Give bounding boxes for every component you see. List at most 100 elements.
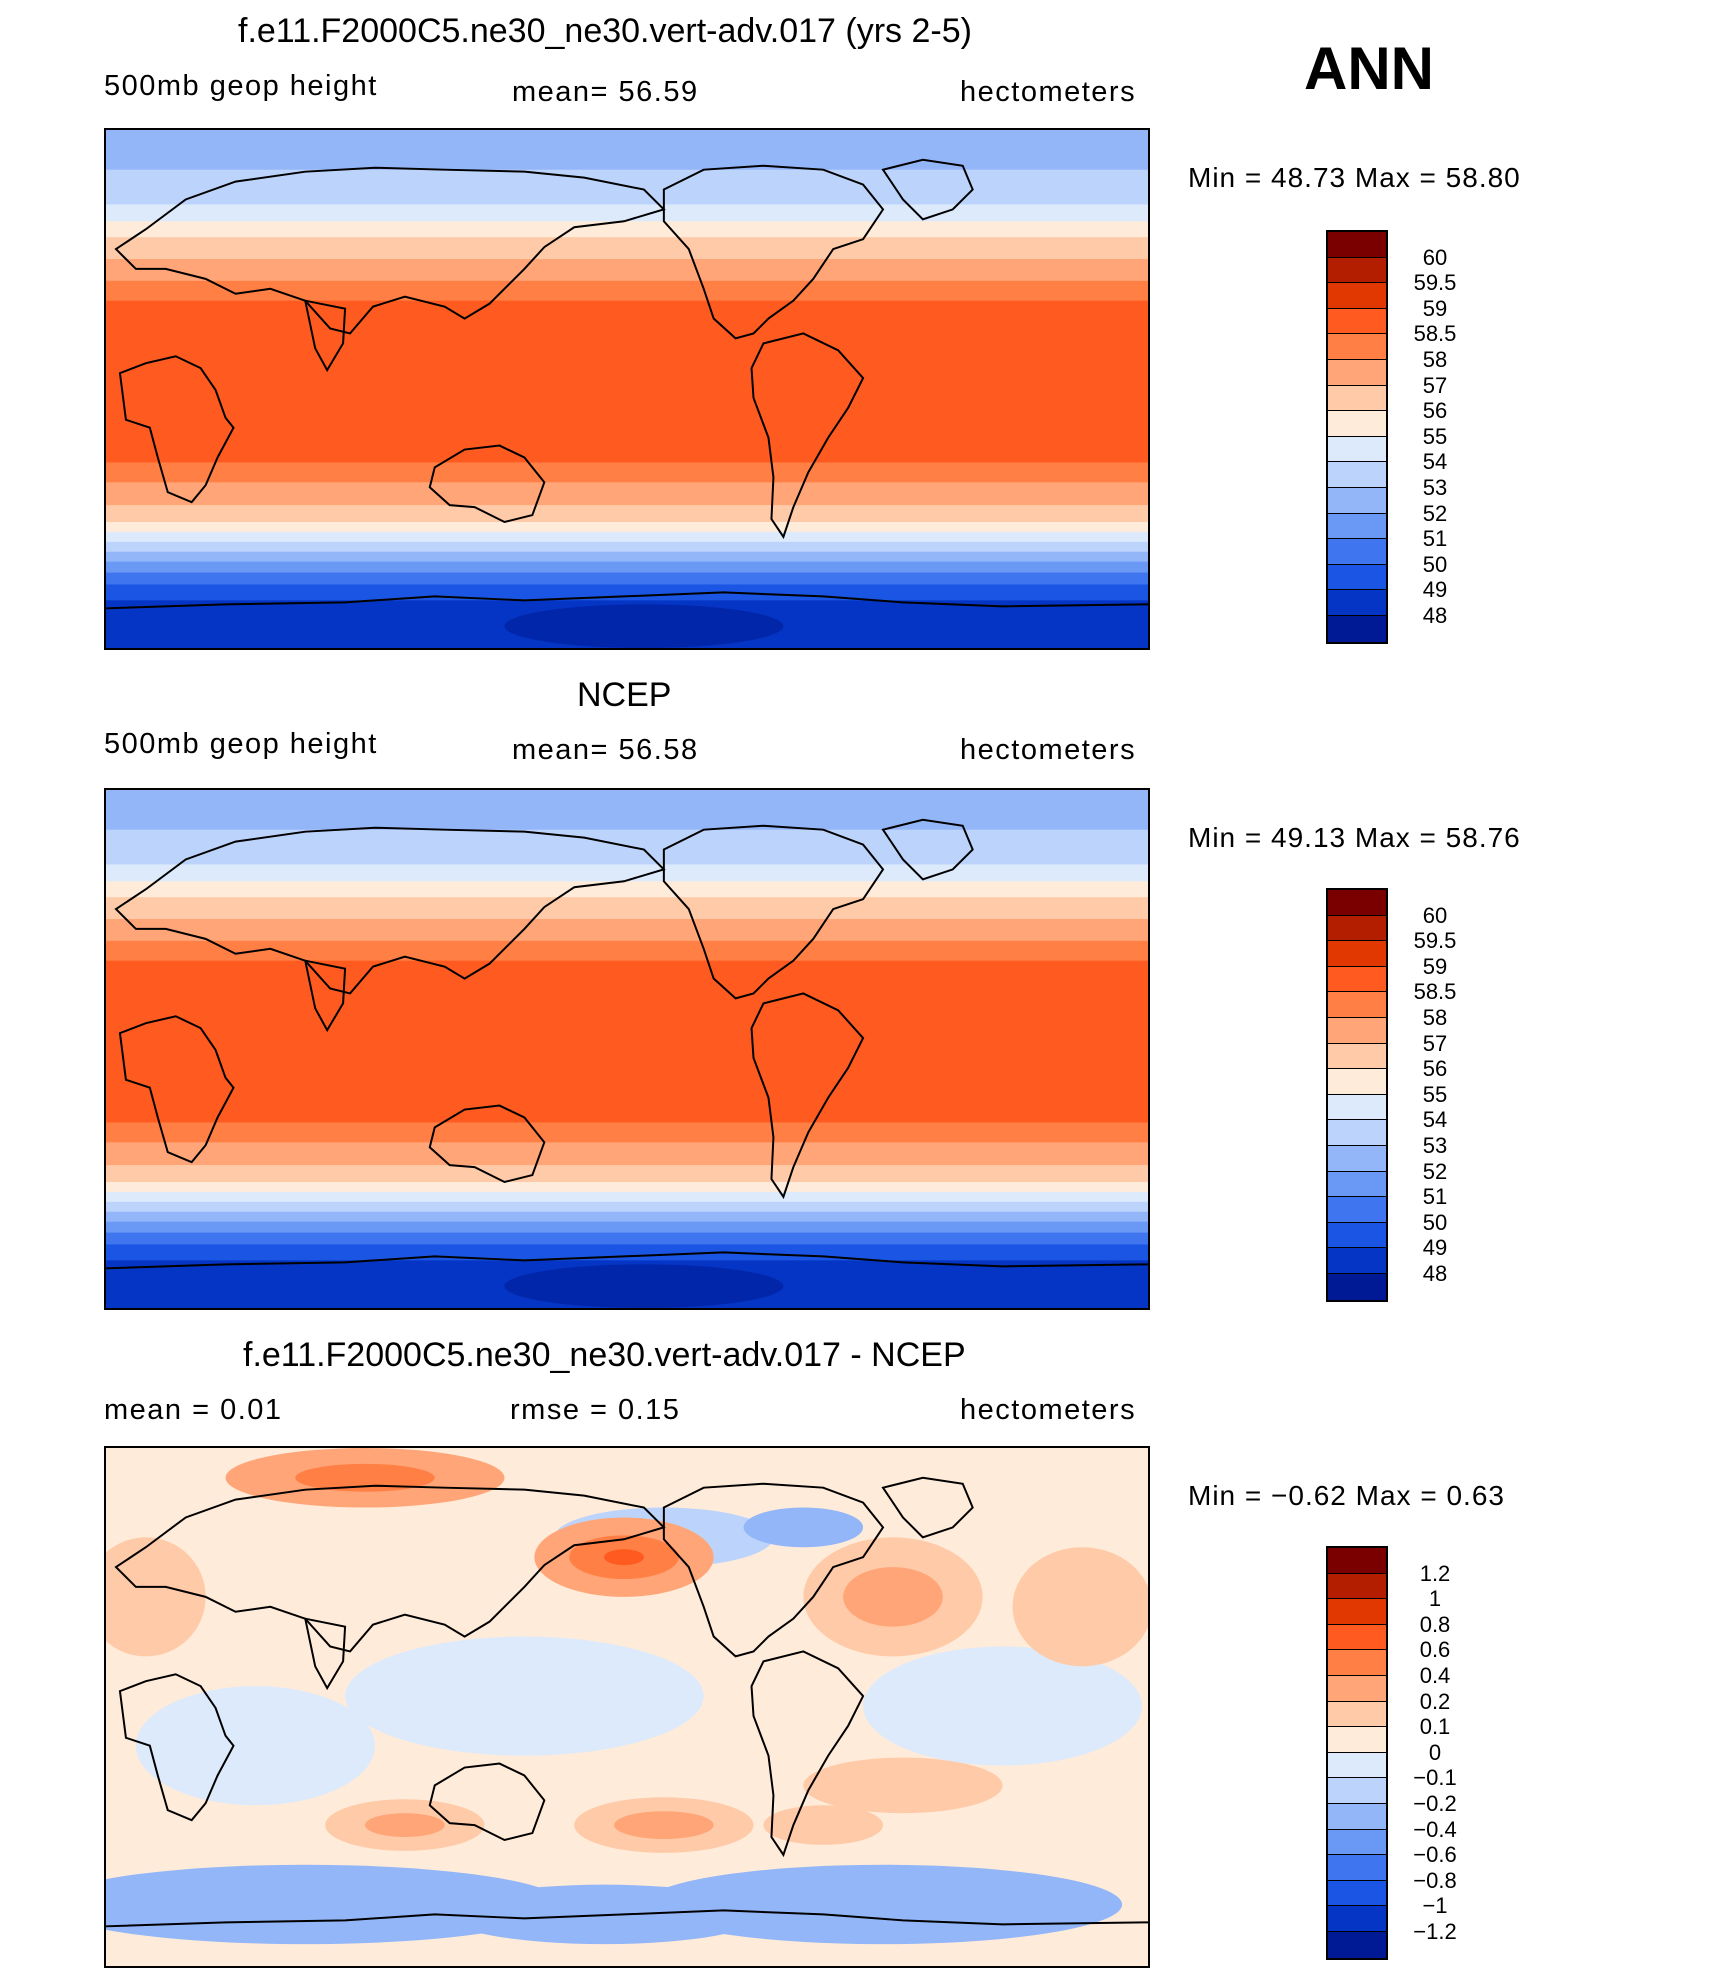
- colorbar-swatch: [1328, 232, 1386, 258]
- colorbar-tick-label: 1.2: [1419, 1560, 1451, 1586]
- contour-band: [106, 541, 1148, 553]
- contour-band: [106, 531, 1148, 543]
- colorbar-tick-label: 59: [1422, 953, 1448, 979]
- panel-2-colorbar: [1326, 888, 1388, 1302]
- colorbar-tick-label: 50: [1422, 551, 1448, 577]
- colorbar-tick-label: 56: [1422, 1056, 1448, 1082]
- contour-band: [106, 572, 1148, 586]
- coastline: [750, 332, 865, 540]
- panel-1-min-max: Min = 48.73 Max = 58.80: [1188, 162, 1521, 193]
- colorbar-swatch: [1328, 1599, 1386, 1625]
- coastline: [428, 444, 546, 524]
- colorbar-tick-label: 48: [1422, 603, 1448, 628]
- coastline: [662, 164, 885, 340]
- colorbar-swatch: [1328, 890, 1386, 916]
- colorbar-swatch: [1328, 615, 1386, 642]
- coastline: [881, 818, 974, 881]
- panel-2-variable-label: 500mb geop height: [104, 728, 378, 760]
- contour-blob: [295, 1463, 435, 1492]
- colorbar-swatch: [1328, 1727, 1386, 1753]
- contour-band: [106, 561, 1148, 574]
- colorbar-swatch: [1328, 1906, 1386, 1932]
- colorbar-tick-label: 51: [1422, 1184, 1448, 1210]
- contour-band: [106, 881, 1148, 899]
- contour-blob: [803, 1757, 1003, 1814]
- colorbar-swatch: [1328, 1548, 1386, 1574]
- contour-band: [106, 1201, 1148, 1213]
- colorbar-swatch: [1328, 941, 1386, 967]
- colorbar-swatch: [1328, 462, 1386, 488]
- contour-band: [106, 259, 1148, 282]
- colorbar-tick-label: 58.5: [1413, 979, 1457, 1005]
- panel-2-map: [104, 788, 1150, 1310]
- panel-2-min-max: Min = 49.13 Max = 58.76: [1188, 822, 1521, 853]
- coastline: [114, 826, 666, 995]
- contour-blob: [863, 1646, 1143, 1766]
- contour-blob: [763, 1805, 884, 1845]
- contour-band: [106, 221, 1148, 239]
- panel-2-title: NCEP: [577, 676, 672, 714]
- panel-3-contour-map: [106, 1448, 1148, 1966]
- panel-1-title: f.e11.F2000C5.ne30_ne30.vert-adv.017 (yr…: [238, 12, 972, 50]
- coastline: [114, 1484, 666, 1653]
- colorbar-tick-label: 0.2: [1419, 1688, 1451, 1714]
- colorbar-tick-label: 50: [1422, 1209, 1448, 1235]
- contour-band: [106, 1221, 1148, 1234]
- contour-band: [106, 1181, 1148, 1193]
- contour-blob: [614, 1811, 714, 1839]
- coastline: [662, 1482, 885, 1658]
- colorbar-tick-label: 49: [1422, 1235, 1448, 1261]
- colorbar-swatch: [1328, 283, 1386, 309]
- colorbar-swatch: [1328, 385, 1386, 412]
- colorbar-tick-label: 0.8: [1419, 1611, 1451, 1637]
- coastline: [303, 1617, 347, 1691]
- colorbar-tick-label: 0.1: [1419, 1714, 1451, 1740]
- contour-band: [106, 790, 1148, 831]
- colorbar-swatch: [1328, 1171, 1386, 1198]
- contour-blob: [106, 1537, 206, 1657]
- colorbar-swatch: [1328, 1880, 1386, 1907]
- contour-band: [106, 505, 1148, 523]
- colorbar-tick-label: 55: [1422, 423, 1448, 449]
- coastline: [106, 1251, 1148, 1270]
- colorbar-tick-label: −0.8: [1413, 1867, 1457, 1893]
- panel-1-mean-label: mean= 56.59: [512, 76, 699, 108]
- colorbar-tick-label: 60: [1422, 244, 1448, 270]
- colorbar-swatch: [1328, 513, 1386, 540]
- contour-band: [106, 551, 1148, 563]
- colorbar-tick-label: 49: [1422, 577, 1448, 603]
- coastline: [662, 824, 885, 1000]
- contour-blob: [345, 1636, 704, 1756]
- coastline: [114, 166, 666, 335]
- contour-blob: [604, 1549, 644, 1566]
- colorbar-tick-label: −1: [1422, 1893, 1448, 1919]
- colorbar-swatch: [1328, 257, 1386, 284]
- colorbar-swatch: [1328, 359, 1386, 386]
- coastline: [750, 992, 865, 1200]
- contour-band: [106, 1232, 1148, 1246]
- colorbar-swatch: [1328, 1248, 1386, 1274]
- contour-band: [106, 960, 1148, 1124]
- contour-band: [106, 237, 1148, 260]
- contour-band: [106, 462, 1148, 484]
- colorbar-swatch: [1328, 539, 1386, 565]
- colorbar-tick-label: 1: [1428, 1586, 1442, 1612]
- colorbar-tick-label: −0.2: [1413, 1791, 1457, 1816]
- panel-1-units-label: hectometers: [960, 76, 1137, 108]
- panel-3-rmse-label: rmse = 0.15: [510, 1394, 681, 1426]
- colorbar-swatch: [1328, 1855, 1386, 1881]
- contour-blob: [135, 1686, 375, 1806]
- colorbar-tick-label: 0.4: [1419, 1663, 1451, 1688]
- panel-1-variable-label: 500mb geop height: [104, 70, 378, 102]
- contour-band: [106, 300, 1148, 464]
- contour-band: [106, 1211, 1148, 1223]
- colorbar-swatch: [1328, 1069, 1386, 1095]
- colorbar-swatch: [1328, 1624, 1386, 1651]
- colorbar-swatch: [1328, 1573, 1386, 1600]
- panel-2-mean-label: mean= 56.58: [512, 734, 699, 766]
- panel-3-title: f.e11.F2000C5.ne30_ne30.vert-adv.017 - N…: [243, 1336, 966, 1374]
- contour-blob: [1012, 1547, 1148, 1667]
- contour-band: [106, 1244, 1148, 1262]
- colorbar-tick-label: 0: [1428, 1739, 1442, 1765]
- colorbar-swatch: [1328, 1752, 1386, 1779]
